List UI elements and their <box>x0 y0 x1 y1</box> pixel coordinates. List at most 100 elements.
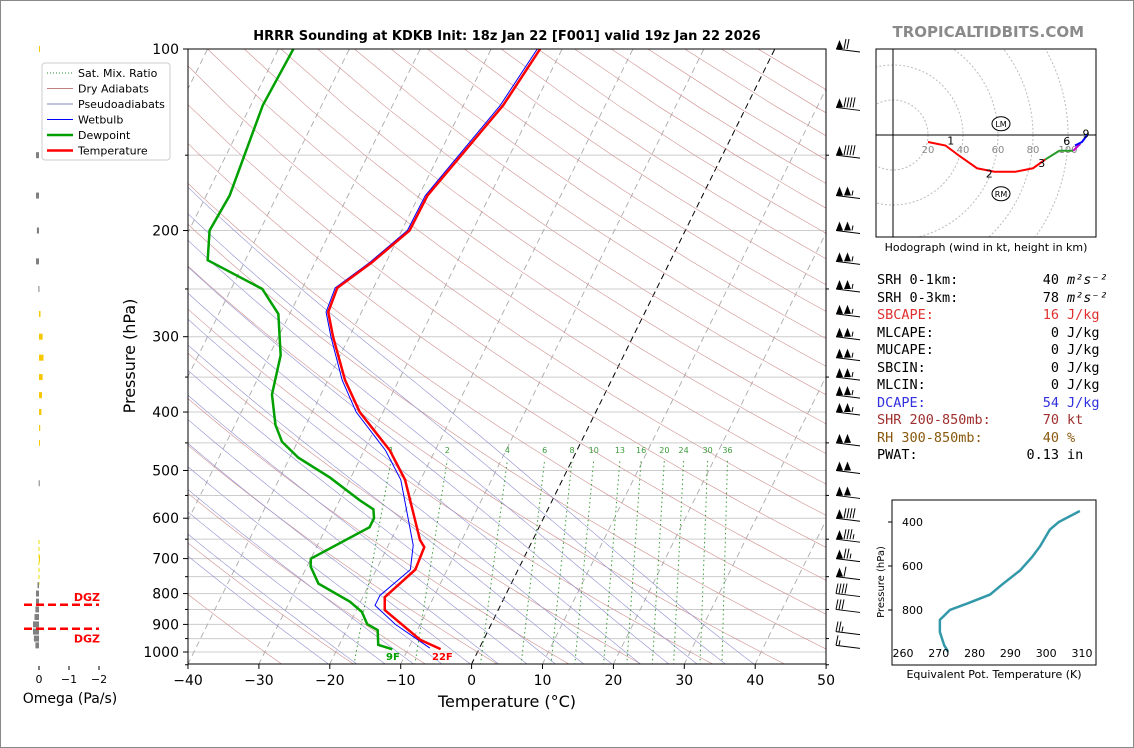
barb-full <box>841 583 845 594</box>
x-tick-label: −10 <box>386 673 416 689</box>
stat-row: SRH 0-3km: 78 m²s⁻² <box>877 290 1108 306</box>
thetae-frame <box>891 499 1097 666</box>
barb-flag <box>836 368 843 378</box>
barb-flag <box>836 252 843 262</box>
x-tick-label: 10 <box>534 673 552 689</box>
barb-half <box>851 308 854 315</box>
barb-flag <box>836 403 843 413</box>
mixing-ratio-line <box>603 459 621 664</box>
barb-shaft <box>835 106 861 111</box>
hodo-trace <box>1074 134 1089 147</box>
omega-bar <box>36 192 39 199</box>
isotherm <box>612 231 826 664</box>
dewpoint-line <box>206 49 393 651</box>
wind-barb <box>835 97 861 111</box>
x-tick-label: 0 <box>467 673 476 689</box>
barb-flag <box>836 486 843 496</box>
x-tick-label: −40 <box>173 673 203 689</box>
pseudoadiabat <box>188 489 414 664</box>
wind-barb <box>835 548 861 563</box>
dry-adiabat <box>188 308 714 664</box>
pseudoadiabat <box>188 369 556 664</box>
stat-label: SHR 200-850mb: <box>877 412 991 428</box>
x-tick-label: 30 <box>675 673 693 689</box>
barb-full <box>846 508 850 519</box>
hodo-height-label: 9 <box>1083 128 1090 141</box>
barb-shaft <box>835 411 861 416</box>
barb-flag <box>836 40 843 49</box>
barb-flag <box>836 386 843 396</box>
barb-full <box>846 529 850 540</box>
legend-label: Dry Adiabats <box>78 83 149 96</box>
mixing-ratio-label: 13 <box>615 446 625 455</box>
pseudoadiabat <box>188 239 698 664</box>
y-tick-label: 500 <box>152 463 179 479</box>
barb-shaft <box>835 558 861 563</box>
storm-motion-marker <box>991 186 1011 202</box>
stat-unit: % <box>1067 429 1076 446</box>
barb-shaft <box>835 494 861 499</box>
mixing-ratio-line <box>414 459 448 664</box>
barb-shaft <box>835 48 861 53</box>
barb-flag <box>836 530 843 540</box>
barb-flag <box>836 509 843 519</box>
barb-flag <box>836 279 843 289</box>
dry-adiabat <box>207 49 826 485</box>
dgz-label: DGZ <box>74 591 100 604</box>
barb-shaft <box>835 376 861 381</box>
barb-full <box>843 529 847 540</box>
barb-full <box>838 621 842 632</box>
wind-barb <box>835 599 861 613</box>
dry-adiabat <box>188 182 826 615</box>
wind-barb <box>835 186 861 200</box>
pseudoadiabat <box>188 186 755 664</box>
barb-half <box>849 553 852 559</box>
x-axis-label: Temperature (°C) <box>437 692 576 711</box>
mixing-ratio-label: 10 <box>589 446 599 455</box>
hodo-height-label: 1 <box>947 134 954 147</box>
wind-barb <box>835 621 861 636</box>
barb-flag <box>844 327 851 337</box>
plot-frame <box>187 48 827 665</box>
hodo-ring-label: 60 <box>992 145 1005 156</box>
thetae-x-tick-label: 300 <box>1036 647 1057 660</box>
barb-half <box>851 256 854 262</box>
thetae-x-tick-label: 290 <box>1000 647 1021 660</box>
omega-bar <box>36 227 39 234</box>
omega-bar <box>35 642 39 649</box>
barb-flag <box>844 486 851 496</box>
pseudoadiabat <box>188 292 641 664</box>
barb-full <box>843 566 847 577</box>
mixing-ratio-label: 24 <box>679 446 689 455</box>
stat-unit: m²s⁻² <box>1067 272 1108 288</box>
barb-flag <box>844 386 851 396</box>
barb-full <box>838 583 842 594</box>
pseudoadiabat <box>188 533 358 664</box>
wind-barb <box>835 279 861 293</box>
stat-value: 0 <box>1050 359 1059 376</box>
y-tick-label: 1000 <box>143 645 179 661</box>
barb-half <box>838 640 841 646</box>
mixing-ratio-label: 16 <box>636 446 646 455</box>
wind-barb <box>835 38 861 53</box>
stat-label: DCAPE: <box>877 394 926 411</box>
surface-temperature-label: 22F <box>432 652 453 663</box>
legend: Sat. Mix. Ratio Dry Adiabats Pseudoadiabat… <box>41 62 171 161</box>
mixing-ratio-label: 2 <box>445 446 450 455</box>
barb-shaft <box>835 644 861 649</box>
barb-shaft <box>835 230 861 235</box>
barb-flag <box>836 549 843 559</box>
dry-adiabat <box>390 49 826 339</box>
isotherm <box>188 49 279 234</box>
dry-adiabat <box>188 142 826 581</box>
stat-row: DCAPE: 54 J/kg <box>877 394 1100 411</box>
omega-tick-label: −2 <box>91 673 107 686</box>
barb-flag <box>836 348 843 358</box>
omega-bar <box>39 310 41 317</box>
mixing-ratio-line <box>550 459 573 664</box>
legend-label: Pseudoadiabats <box>78 98 165 111</box>
y-tick-label: 300 <box>152 330 179 346</box>
barb-full <box>843 38 847 50</box>
omega-bar <box>35 606 39 613</box>
hodo-ring-label: 80 <box>1027 145 1040 156</box>
